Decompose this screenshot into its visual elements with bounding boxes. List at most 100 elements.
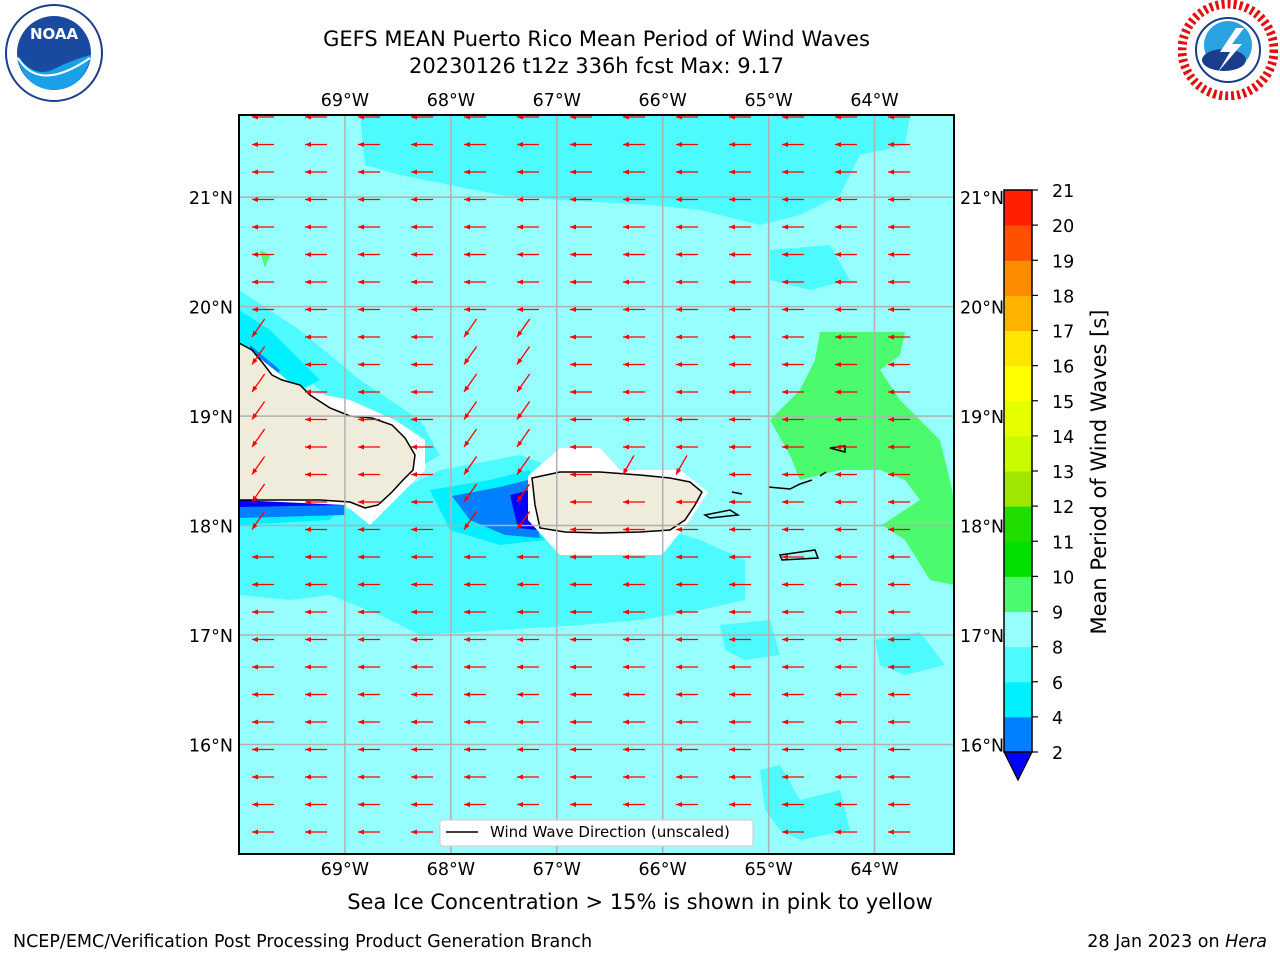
wave-direction-arrow (888, 279, 910, 285)
wave-direction-arrow (251, 483, 266, 503)
wave-direction-arrow (358, 252, 380, 257)
lon-tick-label: 64°W (850, 860, 898, 880)
wave-direction-arrow (517, 554, 539, 560)
wave-direction-arrow (570, 307, 592, 312)
wave-direction-arrow (517, 197, 539, 202)
wave-direction-arrow (782, 692, 804, 697)
wave-direction-arrow (623, 527, 645, 532)
wave-direction-arrow (305, 499, 327, 505)
lon-tick-label: 68°W (427, 91, 475, 111)
wave-direction-arrow (305, 829, 327, 835)
colorbar-segment (1004, 611, 1032, 648)
wave-direction-arrow (676, 417, 698, 422)
wave-direction-arrow (305, 582, 327, 587)
wave-direction-arrow (358, 142, 380, 147)
wave-direction-arrow (252, 747, 274, 752)
wave-direction-arrow (623, 692, 645, 697)
wave-direction-arrow (570, 472, 592, 477)
footer-date: 28 Jan 2023 on Hera (1087, 932, 1267, 952)
wave-direction-arrow (516, 318, 531, 338)
wave-direction-arrow (305, 389, 327, 395)
colorbar-tick-label: 21 (1052, 182, 1074, 202)
wave-direction-arrow (782, 142, 804, 147)
wave-direction-arrow (782, 719, 804, 725)
wave-direction-arrow (729, 307, 751, 312)
lon-tick-label: 65°W (744, 91, 792, 111)
lat-tick-label: 16°N (189, 737, 233, 757)
wave-direction-arrow (888, 142, 910, 147)
map-frame (238, 114, 955, 855)
wave-direction-arrow (729, 334, 751, 340)
wave-direction-arrow (463, 401, 478, 420)
lon-tick-label: 66°W (639, 860, 687, 880)
wave-direction-arrow (676, 609, 698, 615)
wave-direction-arrow (251, 456, 266, 475)
colorbar-label: Mean Period of Wind Waves [s] (1087, 310, 1111, 635)
wave-direction-arrow (358, 224, 380, 230)
wave-direction-arrow (570, 142, 592, 147)
wave-direction-arrow (835, 169, 857, 175)
wave-direction-arrow (251, 401, 266, 420)
lon-tick-label: 69°W (321, 91, 369, 111)
wave-direction-arrow (729, 582, 751, 587)
wave-direction-arrow (676, 279, 698, 285)
wave-direction-arrow (623, 664, 645, 670)
wave-direction-arrow (676, 774, 698, 780)
wave-direction-arrow (570, 197, 592, 202)
wave-direction-arrow (676, 747, 698, 752)
graticule (239, 115, 954, 854)
wave-direction-arrow (835, 609, 857, 615)
wave-direction-arrow (464, 252, 486, 257)
wave-direction-arrow (570, 664, 592, 670)
wave-direction-arrow (516, 373, 531, 393)
wave-direction-arrow (622, 455, 635, 475)
lat-tick-label: 16°N (960, 737, 1004, 757)
wave-direction-arrow (464, 224, 486, 230)
wave-direction-arrow (411, 115, 433, 120)
wave-direction-arrow (623, 582, 645, 587)
wave-direction-arrow (729, 527, 751, 532)
wave-direction-arrow (358, 554, 380, 560)
wave-direction-arrow (570, 582, 592, 587)
wave-direction-arrow (463, 346, 478, 365)
wave-direction-arrow (305, 362, 327, 367)
wave-direction-arrow (835, 747, 857, 752)
wave-direction-arrow (411, 527, 433, 532)
wave-direction-arrow (835, 389, 857, 395)
wave-direction-arrow (676, 362, 698, 367)
wave-direction-arrow (517, 609, 539, 615)
wave-direction-arrow (411, 417, 433, 422)
wave-direction-arrow (251, 428, 266, 448)
wave-direction-arrow (464, 609, 486, 615)
wave-direction-arrow (463, 373, 478, 393)
wave-direction-arrow (517, 719, 539, 725)
wave-direction-arrow (411, 389, 433, 395)
lat-tick-label: 20°N (960, 299, 1004, 319)
wave-direction-arrow (411, 224, 433, 230)
wave-direction-arrow (729, 692, 751, 697)
colorbar-tick-label: 9 (1052, 604, 1063, 624)
wave-direction-arrow (252, 802, 274, 807)
sea-ice-note: Sea Ice Concentration > 15% is shown in … (347, 890, 933, 914)
wave-direction-arrow (251, 346, 266, 365)
colorbar-segment (1004, 365, 1032, 402)
wave-direction-arrow (305, 664, 327, 670)
wave-direction-arrow (675, 455, 688, 475)
lat-tick-label: 17°N (189, 627, 233, 647)
wave-direction-arrow (411, 499, 433, 505)
colorbar-segment (1004, 435, 1032, 472)
wave-direction-arrow (835, 197, 857, 202)
wave-direction-arrow (411, 362, 433, 367)
wave-direction-arrow (623, 389, 645, 395)
wave-direction-arrow (358, 664, 380, 670)
wave-direction-arrow (888, 747, 910, 752)
wave-direction-arrow (676, 554, 698, 560)
wave-direction-arrow (623, 115, 645, 120)
wave-direction-arrow (305, 692, 327, 697)
wave-direction-arrow (729, 197, 751, 202)
wave-direction-arrow (252, 719, 274, 725)
colorbar-tick-label: 18 (1052, 287, 1074, 307)
wave-direction-arrow (835, 252, 857, 257)
colorbar-segment (1004, 576, 1032, 612)
lon-tick-label: 69°W (321, 860, 369, 880)
